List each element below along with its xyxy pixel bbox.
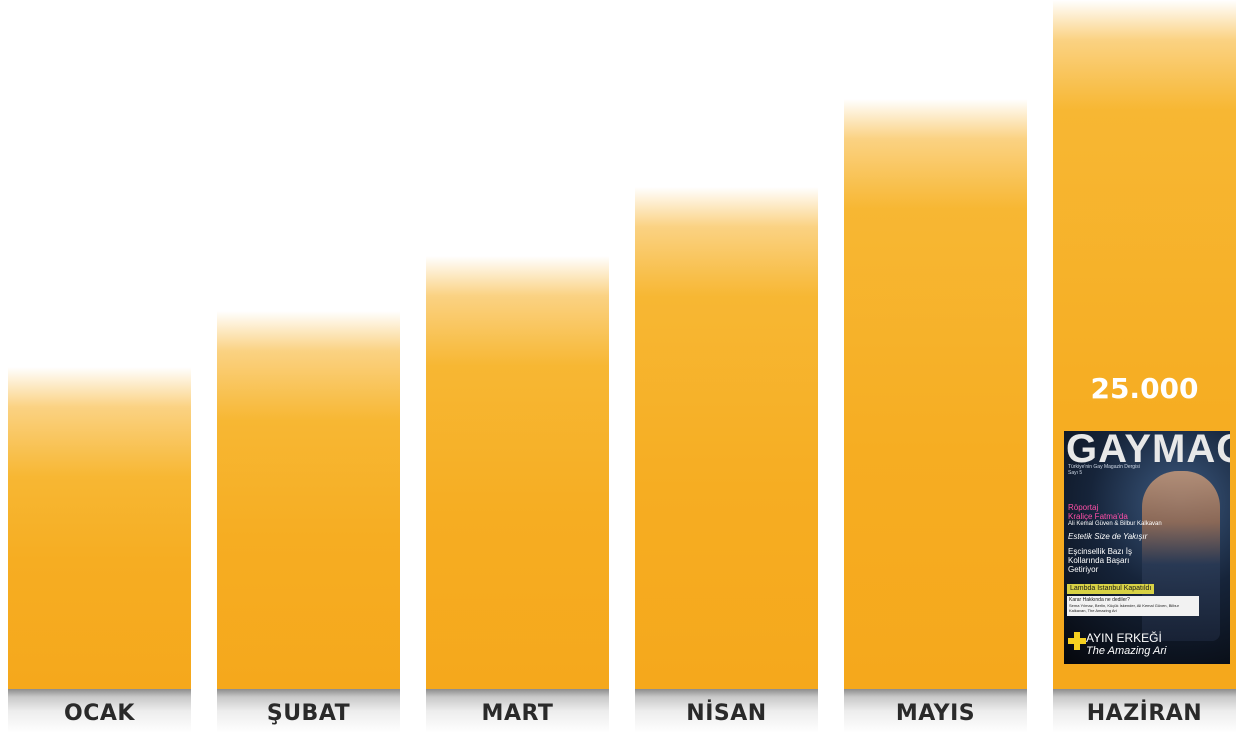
cover-headline-1: Röportaj: [1068, 503, 1099, 512]
category-label: HAZİRAN: [1086, 700, 1203, 726]
cover-ayin-erkegi: AYIN ERKEĞİ: [1086, 631, 1162, 645]
cover-headline-6: Kollarında Başarı: [1068, 556, 1130, 565]
cover-masthead: GAYMAG: [1066, 431, 1230, 471]
category-label: NİSAN: [686, 700, 767, 726]
cover-box-3: Karar Hakkında ne dediler? Sema Yılmaz, …: [1067, 596, 1199, 616]
cover-tagline: Türkiye'nin Gay Magazin Dergisi Sayı 5: [1068, 464, 1140, 476]
magazine-cover-image: GAYMAG Türkiye'nin Gay Magazin Dergisi S…: [1064, 431, 1230, 664]
category-label: ŞUBAT: [266, 700, 351, 726]
category-label-strip: MART: [426, 689, 609, 733]
category-label: MART: [481, 700, 554, 726]
cover-headline-3: Ali Kemal Güven & Bilbur Kalkavan: [1068, 521, 1162, 527]
cover-headline-4: Estetik Size de Yakışır: [1068, 532, 1148, 541]
category-label-strip: MAYIS: [844, 689, 1027, 733]
bar-ocak: [8, 367, 191, 689]
bar-ni̇san: [635, 187, 818, 689]
cover-amazing-ari: The Amazing Ari: [1086, 645, 1167, 657]
category-label-strip: HAZİRAN: [1053, 689, 1236, 733]
bar-mayis: [844, 99, 1027, 689]
cover-box-1: Lambda İstanbul Kapatıldı: [1067, 584, 1155, 594]
bar-şubat: [217, 311, 400, 689]
category-label-strip: ŞUBAT: [217, 689, 400, 733]
cover-box-3-text: Sema Yılmaz, Berlin, Küçük İskender, Ali…: [1069, 603, 1179, 613]
data-label: 25.000: [1090, 372, 1199, 405]
plus-icon: [1068, 632, 1086, 650]
category-label: OCAK: [64, 700, 135, 726]
cover-headline-7: Getiriyor: [1068, 565, 1099, 574]
cover-box-2: Karar Hakkında ne dediler?: [1069, 597, 1130, 603]
category-label: MAYIS: [895, 700, 976, 726]
cover-headline-5: Eşcinsellik Bazı İş: [1068, 547, 1133, 556]
cover-headline-2: Kraliçe Fatma'da: [1068, 512, 1128, 521]
cover-issue-text: Sayı 5: [1068, 470, 1083, 476]
category-label-strip: OCAK: [8, 689, 191, 733]
cover-tagline-text: Türkiye'nin Gay Magazin Dergisi: [1068, 464, 1140, 470]
bar-mart: [426, 256, 609, 689]
category-label-strip: NİSAN: [635, 689, 818, 733]
